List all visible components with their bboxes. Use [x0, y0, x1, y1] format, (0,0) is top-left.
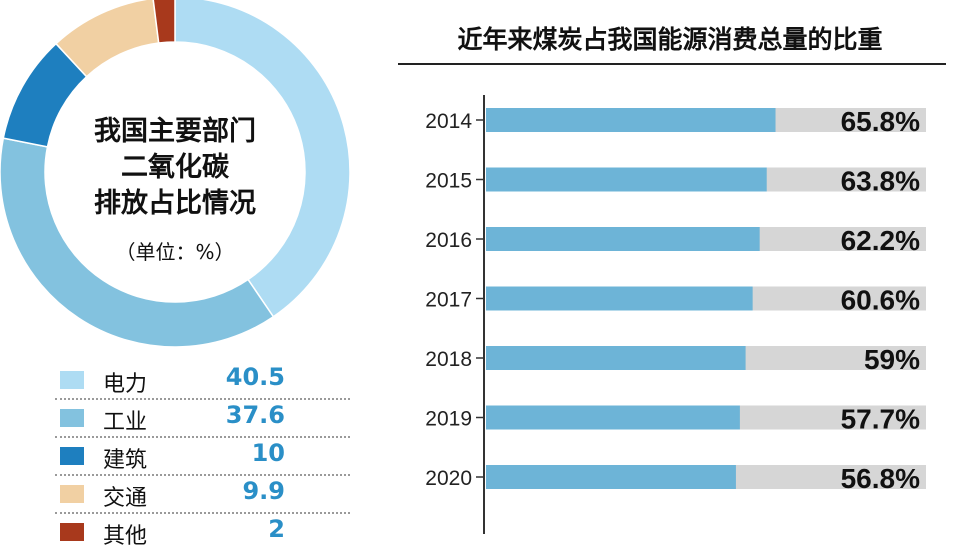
legend-value: 9.9 [242, 477, 285, 505]
donut-caption-line-1: 我国主要部门 [94, 116, 256, 147]
bar-2018 [486, 346, 746, 370]
year-tick-label: 2017 [425, 289, 472, 312]
legend-item: 工业 37.6 [55, 400, 350, 438]
legend-value: 10 [251, 439, 285, 467]
donut-chart [0, 0, 351, 348]
bar-chart: 2014 65.8% 2015 63.8% 2016 62.2% 2017 60.6% 2018… [425, 95, 926, 534]
bar-2015 [486, 167, 767, 192]
year-tick-label: 2018 [425, 348, 472, 371]
legend-label: 交通 [103, 486, 148, 511]
bar-value-label: 65.8% [841, 106, 920, 137]
legend-value: 40.5 [225, 363, 285, 391]
legend-item: 建筑 10 [55, 438, 350, 476]
donut-unit-label: （单位：%） [115, 240, 235, 264]
bar-2019 [486, 405, 740, 430]
legend-value: 37.6 [225, 401, 285, 429]
year-tick-label: 2015 [425, 170, 472, 193]
bar-value-label: 56.8% [841, 463, 920, 494]
bar-chart-title: 近年来煤炭占我国能源消费总量的比重 [457, 25, 883, 54]
legend-item: 其他 2 [55, 514, 350, 550]
donut-caption-line-3: 排放占比情况 [94, 188, 256, 219]
bar-2014 [486, 108, 776, 132]
legend-swatch [60, 523, 84, 541]
bar-chart-panel: 近年来煤炭占我国能源消费总量的比重 2014 65.8% 2015 63.8% 2016… [390, 0, 960, 534]
title-divider [398, 63, 946, 65]
legend-label: 电力 [103, 372, 148, 397]
donut-slice-1 [174, 0, 351, 318]
bar-2020 [486, 465, 736, 489]
bar-value-label: 62.2% [841, 225, 920, 256]
legend-label: 其他 [103, 524, 148, 549]
legend-swatch [60, 485, 84, 503]
bar-value-label: 60.6% [841, 285, 920, 316]
donut-chart-panel: 我国主要部门 二氧化碳 排放占比情况 （单位：%） 电力 40.5 工业 37.… [0, 0, 360, 549]
donut-caption-line-2: 二氧化碳 [121, 152, 229, 183]
bar-2016 [486, 227, 760, 251]
year-tick-label: 2014 [425, 110, 472, 133]
legend-item: 交通 9.9 [55, 476, 350, 514]
bar-value-label: 57.7% [841, 404, 920, 435]
legend-item: 电力 40.5 [55, 362, 350, 400]
year-tick-label: 2019 [425, 408, 472, 431]
donut-legend: 电力 40.5 工业 37.6 建筑 10 交通 9.9 其他 2 [55, 362, 350, 550]
donut-slice-2 [0, 137, 275, 348]
legend-swatch [60, 447, 84, 465]
legend-label: 建筑 [103, 448, 148, 473]
legend-value: 2 [268, 515, 285, 543]
bar-value-label: 63.8% [841, 166, 920, 197]
legend-swatch [60, 371, 84, 389]
bar-2017 [486, 286, 753, 311]
bar-value-label: 59% [864, 344, 920, 375]
legend-swatch [60, 409, 84, 427]
year-tick-label: 2020 [425, 467, 472, 490]
legend-label: 工业 [103, 410, 148, 435]
year-tick-label: 2016 [425, 229, 472, 252]
donut-slice-5 [152, 0, 176, 44]
